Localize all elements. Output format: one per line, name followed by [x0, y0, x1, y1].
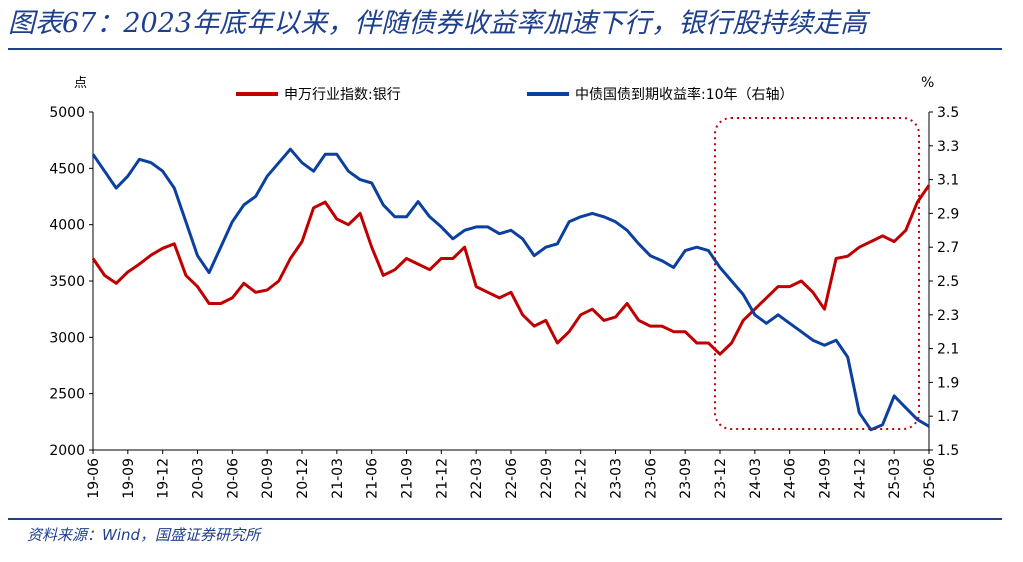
x-tick-label: 22-06 — [504, 458, 520, 499]
x-tick-label: 21-09 — [400, 458, 416, 499]
x-tick-label: 25-06 — [922, 458, 938, 499]
x-tick-label: 24-12 — [852, 458, 868, 499]
x-tick-label: 22-03 — [469, 458, 485, 499]
right-tick-label: 2.1 — [937, 342, 959, 358]
x-tick-label: 23-06 — [643, 458, 659, 499]
highlight-layer — [714, 117, 920, 430]
x-tick-label: 21-12 — [434, 458, 450, 499]
left-tick-label: 3000 — [49, 330, 85, 346]
x-tick-label: 19-09 — [121, 458, 137, 499]
left-tick-label: 3500 — [49, 274, 85, 290]
series-layer — [91, 147, 931, 432]
x-tick-label: 24-09 — [818, 458, 834, 499]
x-tick-label: 20-09 — [260, 458, 276, 499]
right-tick-label: 2.5 — [937, 274, 959, 290]
right-tick-label: 2.9 — [937, 206, 959, 222]
x-axis: 19-06 19-09 19-12 20-03 20-06 20-09 20-12 21-03… — [86, 449, 938, 499]
x-tick-label: 20-12 — [295, 458, 311, 499]
left-tick-label: 2500 — [49, 387, 85, 403]
left-tick-label: 5000 — [49, 105, 85, 121]
x-tick-label: 23-12 — [713, 458, 729, 499]
bank-index-line — [91, 184, 931, 356]
dual-axis-line-chart: 2000 2500 3000 3500 4000 4500 5000 1.5 1.7 1.9 2.… — [49, 75, 959, 499]
chart-title: 图表67：2023年底年以来，伴随债券收益率加速下行，银行股持续走高 — [8, 8, 868, 39]
footer-rule — [8, 518, 1002, 520]
legend-label: 申万行业指数:银行 — [284, 87, 401, 103]
right-tick-label: 2.7 — [937, 240, 959, 256]
x-tick-label: 22-09 — [539, 458, 555, 499]
x-tick-label: 22-12 — [574, 458, 590, 499]
right-tick-label: 2.3 — [937, 308, 959, 324]
right-axis-unit: % — [921, 75, 934, 91]
x-tick-label: 21-06 — [365, 458, 381, 499]
bond-yield-line — [91, 147, 930, 432]
x-tick-label: 20-03 — [191, 458, 207, 499]
legend-label: 中债国债到期收益率:10年（右轴） — [575, 86, 794, 103]
right-tick-label: 1.7 — [937, 409, 959, 425]
right-tick-label: 3.5 — [937, 105, 959, 121]
left-axis: 2000 2500 3000 3500 4000 4500 5000 — [49, 105, 94, 459]
x-tick-label: 19-06 — [86, 458, 102, 499]
left-tick-label: 4500 — [49, 161, 85, 177]
right-axis: 1.5 1.7 1.9 2.1 2.3 2.5 2.7 2.9 3.1 3.3 3.5 — [928, 105, 959, 459]
title-rule — [8, 48, 1002, 50]
left-axis-unit: 点 — [74, 76, 87, 91]
x-tick-label: 24-03 — [748, 458, 764, 499]
x-tick-label: 23-03 — [609, 458, 625, 499]
source-note: 资料来源：Wind，国盛证券研究所 — [27, 526, 261, 544]
x-tick-label: 24-06 — [783, 458, 799, 499]
left-tick-label: 2000 — [49, 443, 85, 459]
right-tick-label: 1.5 — [937, 443, 959, 459]
highlight-box — [714, 117, 920, 430]
left-tick-label: 4000 — [49, 218, 85, 234]
right-tick-label: 1.9 — [937, 375, 959, 391]
x-tick-label: 23-09 — [678, 458, 694, 499]
right-tick-label: 3.1 — [937, 173, 959, 189]
x-tick-label: 19-12 — [156, 458, 172, 499]
legend: 申万行业指数:银行 中债国债到期收益率:10年（右轴） — [236, 86, 794, 103]
x-tick-label: 21-03 — [330, 458, 346, 499]
right-tick-label: 3.3 — [937, 139, 959, 155]
x-tick-label: 25-03 — [887, 458, 903, 499]
x-tick-label: 20-06 — [225, 458, 241, 499]
